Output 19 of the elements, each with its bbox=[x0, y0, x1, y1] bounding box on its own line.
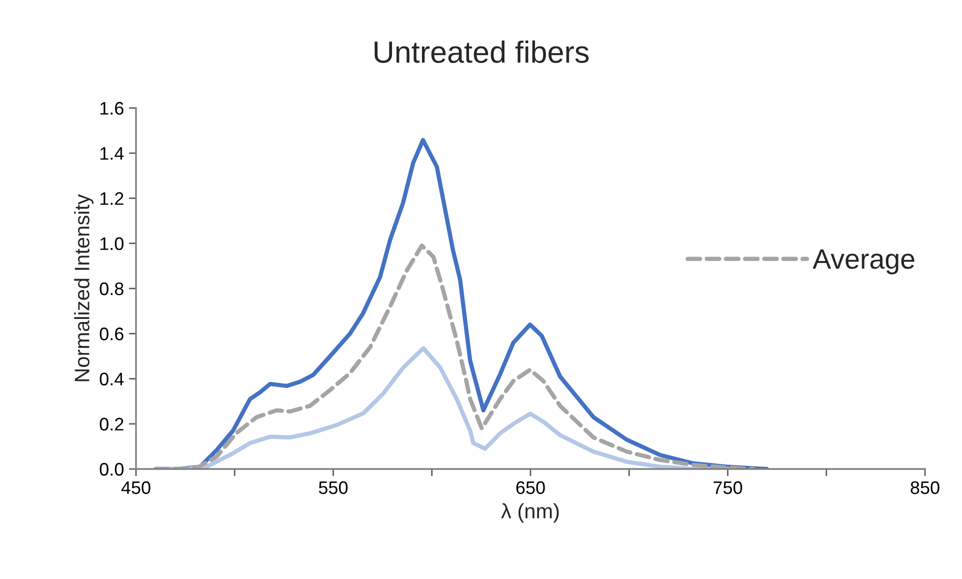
y-tick-label: 0.6 bbox=[100, 328, 124, 340]
x-tick-label: 450 bbox=[121, 481, 150, 494]
x-tick-label: 650 bbox=[516, 481, 545, 494]
y-axis-title: Normalized Intensity bbox=[74, 194, 94, 382]
x-tick-label: 750 bbox=[714, 481, 742, 494]
x-tick-label: 850 bbox=[910, 481, 940, 494]
y-tick-label: 0.8 bbox=[100, 282, 124, 296]
chart-title: Untreated fibers bbox=[374, 40, 589, 63]
line-series bbox=[154, 244, 756, 469]
legend-label: Average bbox=[812, 250, 914, 274]
y-tick-label: 1.2 bbox=[100, 192, 124, 205]
x-tick-label: 550 bbox=[318, 481, 348, 494]
y-tick-label: 1.0 bbox=[100, 237, 124, 250]
x-axis-title: λ (nm) bbox=[501, 503, 559, 523]
y-tick-label: 1.4 bbox=[100, 147, 124, 160]
y-tick-label: 0.2 bbox=[100, 418, 124, 431]
y-tick-label: 1.6 bbox=[100, 102, 124, 115]
y-tick-label: 0.4 bbox=[100, 372, 124, 386]
y-tick-label: 0.0 bbox=[100, 462, 124, 476]
